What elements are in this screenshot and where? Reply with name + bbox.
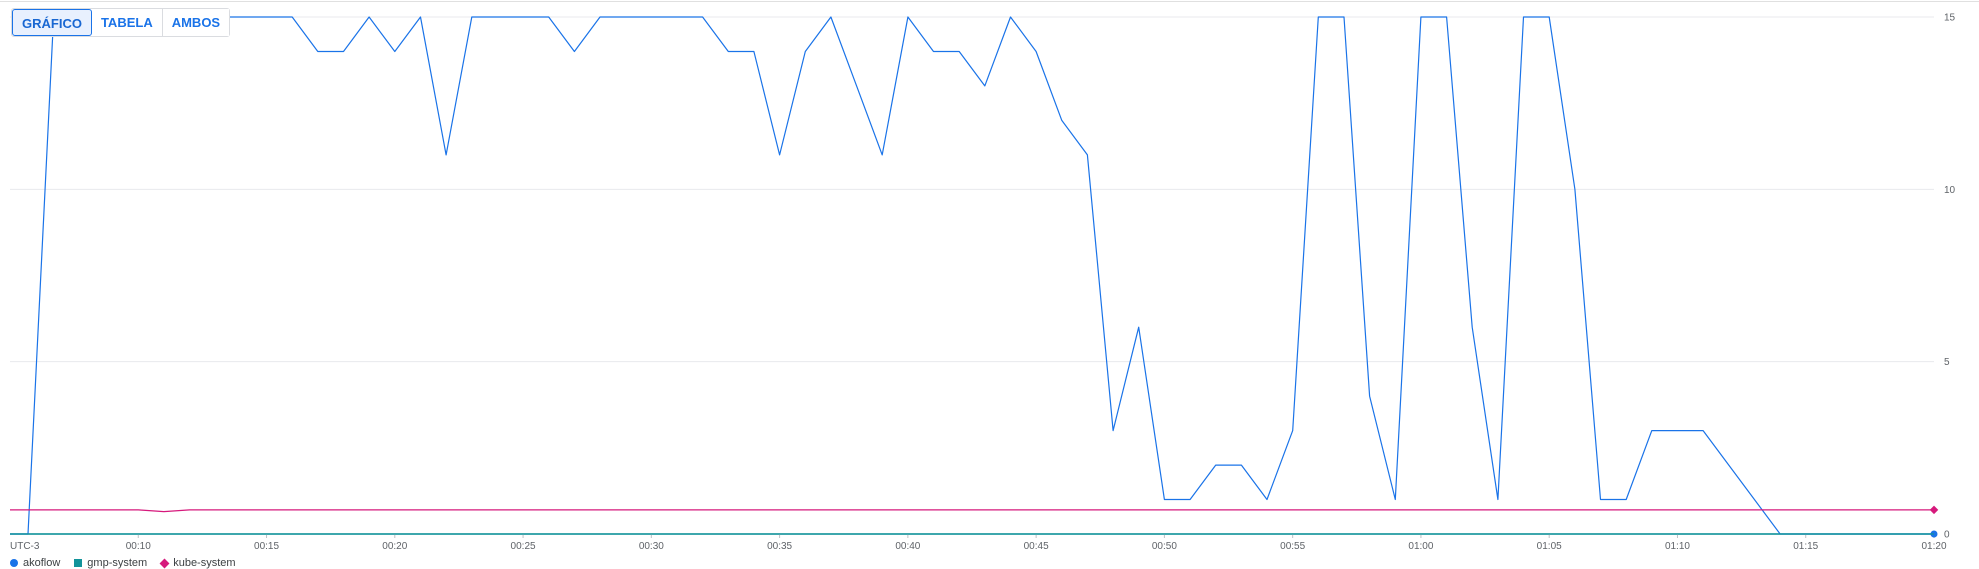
toggle-grafico-button[interactable]: GRÁFICO (12, 9, 92, 36)
x-tick-label: 01:10 (1665, 541, 1690, 552)
series-line-akoflow (10, 16, 1934, 535)
y-tick-label: 5 (1944, 357, 1950, 368)
legend-item-kube-system[interactable]: kube-system (159, 557, 236, 569)
x-tick-label: 00:55 (1280, 541, 1305, 552)
toggle-ambos-button[interactable]: AMBOS (162, 9, 230, 36)
series-line-kube-system (10, 509, 1934, 513)
legend-item-gmp-system[interactable]: gmp-system (74, 557, 147, 569)
x-tick-label: 00:10 (126, 541, 151, 552)
series-end-marker-kube-system (1929, 505, 1939, 515)
x-tick-label: 01:15 (1793, 541, 1818, 552)
x-tick-label: 00:50 (1152, 541, 1177, 552)
legend-label: kube-system (173, 557, 236, 569)
legend-square-icon (74, 559, 83, 567)
legend-item-akoflow[interactable]: akoflow (10, 557, 60, 569)
x-tick-label: 00:40 (895, 541, 920, 552)
x-tick-label: 00:35 (767, 541, 792, 552)
legend-label: akoflow (23, 557, 61, 569)
x-tick-label: 00:45 (1024, 541, 1049, 552)
chart-legend: akoflow gmp-system kube-system (10, 557, 236, 569)
y-tick-label: 0 (1944, 530, 1950, 541)
legend-diamond-icon (159, 558, 170, 568)
y-tick-label: 15 (1944, 13, 1956, 24)
x-tick-label: 01:05 (1537, 541, 1562, 552)
x-tick-label: 00:25 (511, 541, 536, 552)
legend-label: gmp-system (87, 557, 148, 569)
x-tick-label: 00:30 (639, 541, 664, 552)
timezone-label: UTC-3 (10, 541, 40, 552)
view-toggle: GRÁFICO TABELA AMBOS (11, 8, 231, 37)
y-tick-label: 10 (1944, 185, 1956, 196)
x-tick-label: 01:00 (1408, 541, 1433, 552)
x-tick-label: 00:15 (254, 541, 279, 552)
legend-circle-icon (10, 559, 18, 567)
toggle-tabela-button[interactable]: TABELA (91, 9, 163, 36)
x-tick-label: 01:20 (1921, 541, 1946, 552)
x-tick-label: 00:20 (382, 541, 407, 552)
